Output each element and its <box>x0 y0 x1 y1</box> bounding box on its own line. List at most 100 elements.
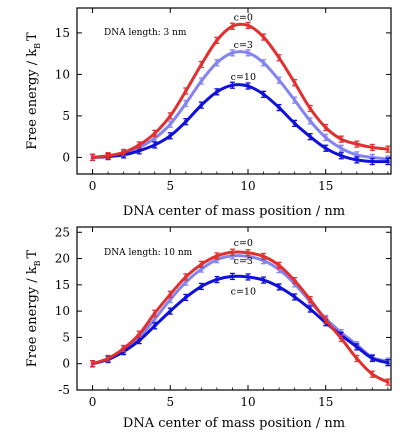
y-tick-label: 5 <box>62 330 70 344</box>
data-point <box>355 153 359 157</box>
data-point <box>106 356 110 361</box>
panel-annotation: DNA length: 10 nm <box>104 248 193 258</box>
data-point <box>370 372 374 376</box>
data-point <box>246 23 250 28</box>
data-point <box>215 38 219 42</box>
data-point <box>324 135 328 140</box>
data-point <box>90 155 95 159</box>
data-point <box>122 346 126 351</box>
data-point <box>339 154 343 158</box>
data-point <box>277 106 281 110</box>
data-point <box>261 61 266 65</box>
data-point <box>370 159 374 164</box>
data-point <box>230 51 235 55</box>
data-point <box>386 147 390 151</box>
data-point <box>199 262 203 266</box>
data-point <box>339 146 343 150</box>
series-c=10 <box>90 81 391 166</box>
data-point <box>386 380 390 384</box>
data-point <box>184 89 188 93</box>
curve-label-c=3: c=3 <box>234 40 253 51</box>
data-point <box>293 81 297 85</box>
data-point <box>137 338 141 343</box>
data-point <box>355 142 359 146</box>
data-point <box>184 280 188 284</box>
y-tick-label: 15 <box>55 26 70 40</box>
data-point <box>355 158 359 162</box>
data-point <box>277 285 281 289</box>
data-point <box>277 267 281 272</box>
data-point <box>324 125 328 130</box>
data-point <box>355 345 359 349</box>
y-tick-label: 25 <box>55 225 70 239</box>
x-tick-label: 10 <box>240 395 255 409</box>
series-line <box>92 254 389 366</box>
data-point <box>230 83 235 87</box>
data-point <box>308 297 312 302</box>
data-point <box>215 254 219 258</box>
data-point <box>137 332 141 336</box>
data-point <box>230 274 235 279</box>
y-axis-label: Free energy / kBT <box>25 249 42 367</box>
data-point <box>293 98 297 102</box>
data-point <box>277 56 281 60</box>
data-point <box>215 258 219 262</box>
curve-label-c=0: c=0 <box>234 238 253 249</box>
x-tick-label: 5 <box>166 179 174 193</box>
data-point <box>199 103 203 107</box>
curve-label-c=10: c=10 <box>231 286 256 297</box>
data-point <box>215 61 219 65</box>
data-point <box>293 279 297 283</box>
data-point <box>137 149 141 153</box>
data-point <box>246 275 250 279</box>
data-point <box>308 106 312 111</box>
data-point <box>90 362 95 366</box>
x-tick-label: 0 <box>89 179 97 193</box>
y-axis-label: Free energy / kBT <box>25 32 42 150</box>
plot-frame <box>76 226 392 391</box>
data-point <box>277 263 281 267</box>
data-point <box>370 145 374 150</box>
data-point <box>293 121 297 125</box>
data-point <box>246 251 250 255</box>
data-point <box>370 155 374 159</box>
y-tick-label: 10 <box>55 67 70 81</box>
y-tick-label: 10 <box>55 304 70 318</box>
x-tick-label: 15 <box>318 179 333 193</box>
data-point <box>261 259 266 263</box>
chart-panel-2: 0 5 10 15 -5 0 5 10 15 20 25 DNA center of mass pos… <box>25 225 392 431</box>
series-c=3 <box>90 252 391 368</box>
curve-label-c=0: c=0 <box>234 12 253 23</box>
data-point <box>246 84 250 88</box>
series-c=0 <box>90 248 391 386</box>
data-point <box>153 311 157 315</box>
x-tick-label: 10 <box>240 179 255 193</box>
data-point <box>153 324 157 328</box>
chart-panel-1: 0 5 10 15 0 5 10 15 DNA center of mass position … <box>25 7 392 219</box>
data-point <box>184 101 188 106</box>
data-point <box>153 131 157 135</box>
data-point <box>261 254 266 259</box>
data-point <box>168 134 172 138</box>
data-point <box>137 143 141 147</box>
data-point <box>122 150 126 155</box>
data-point <box>199 79 203 83</box>
data-point <box>230 24 235 28</box>
data-point <box>324 146 328 150</box>
x-tick-label: 5 <box>166 395 174 409</box>
y-tick-label: 5 <box>62 109 70 123</box>
data-point <box>168 292 172 296</box>
x-tick-label: 15 <box>318 395 333 409</box>
data-point <box>386 159 390 164</box>
data-point <box>339 336 343 341</box>
y-tick-label: 0 <box>62 150 70 164</box>
series-line <box>92 250 389 384</box>
data-point <box>168 297 172 302</box>
y-tick-label: 15 <box>55 278 70 292</box>
data-point <box>386 361 390 365</box>
data-point <box>308 307 312 311</box>
y-tick-label: 0 <box>62 357 70 371</box>
x-tick-label: 0 <box>89 395 97 409</box>
data-point <box>261 278 266 282</box>
